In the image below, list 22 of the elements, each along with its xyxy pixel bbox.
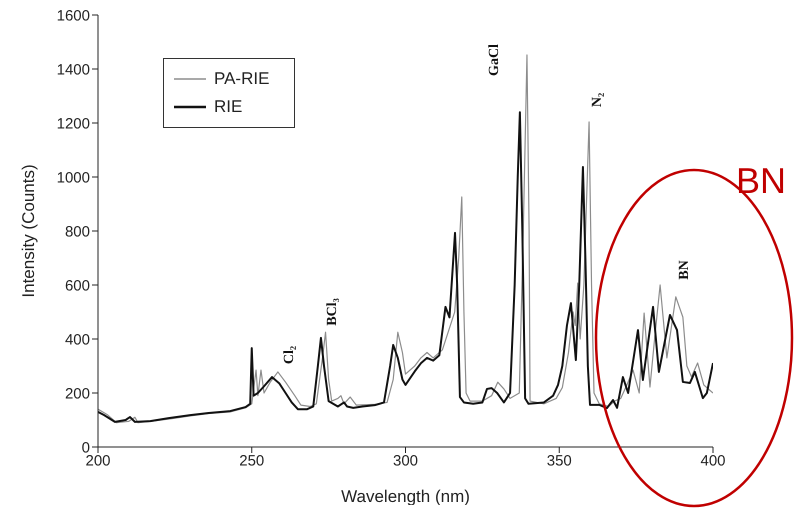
y-tick-label: 800 [64,223,90,240]
x-tick-label: 400 [700,452,726,470]
annotation: GaCl [487,44,503,76]
annotation: BN [677,260,693,280]
legend-label: PA-RIE [214,68,270,90]
y-tick-label: 200 [64,385,90,402]
y-axis-title: Intensity (Counts) [19,164,38,298]
legend-label: RIE [214,96,242,118]
x-tick-label: 350 [546,452,572,470]
annotation: N₂ [590,92,606,108]
line-series [98,111,713,423]
x-tick-label: 250 [239,452,264,470]
x-tick-label: 300 [392,452,418,470]
y-tick-label: 1600 [56,7,90,24]
y-tick-label: 1200 [56,115,90,132]
text: BN [736,160,786,202]
y-tick-label: 400 [64,331,90,348]
y-tick-label: 1400 [56,61,90,78]
y-tick-label: 1000 [56,169,90,186]
y-tick-label: 600 [64,277,90,294]
annotation: BCl₃ [325,298,341,326]
annotation: Cl₂ [282,346,298,364]
